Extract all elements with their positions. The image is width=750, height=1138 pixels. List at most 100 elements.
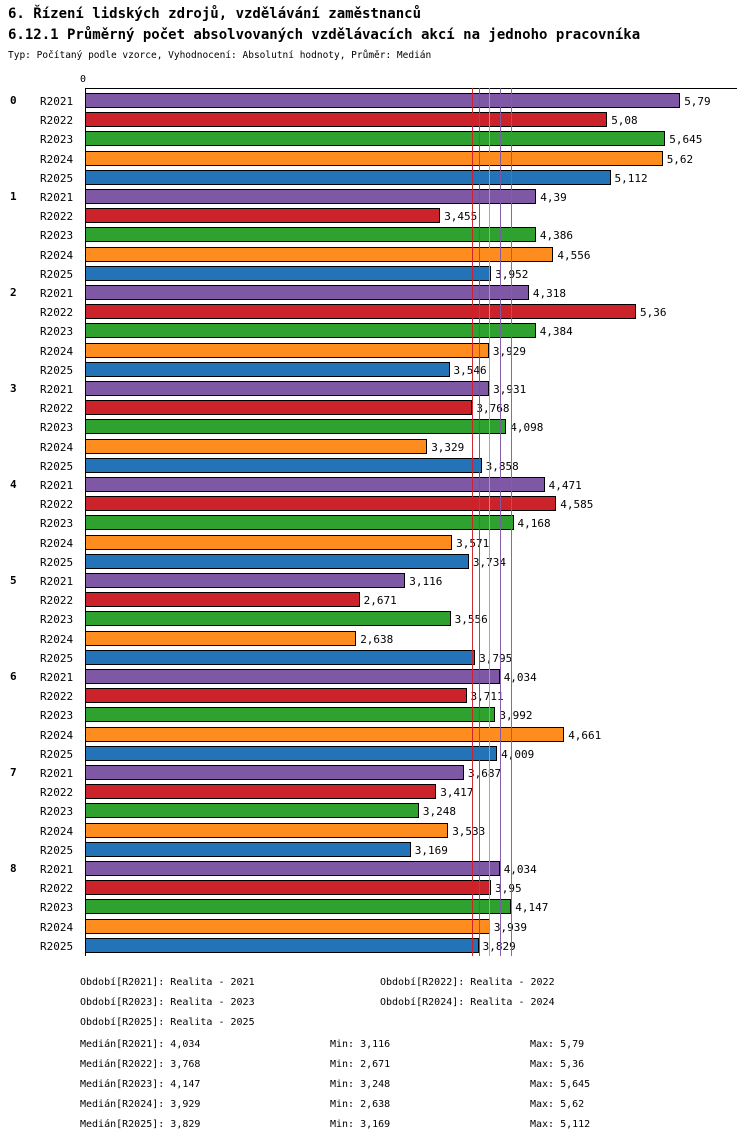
- bar-R2021-group-6: [85, 669, 500, 684]
- bar-R2025-group-0: [85, 169, 611, 185]
- row-label: R2021: [40, 863, 74, 876]
- group-label: 6: [10, 670, 17, 683]
- bar-R2023-group-2: [85, 323, 536, 339]
- row-label: R2024: [40, 536, 74, 550]
- row-label: R2024: [40, 824, 74, 838]
- bar-R2021-group-1: [85, 189, 537, 204]
- bar-R2021-group-0: [85, 93, 681, 108]
- row-label: R2022: [40, 210, 74, 224]
- bar-R2024-group-2: [85, 342, 489, 358]
- bar-value-label: 3,992: [499, 709, 533, 723]
- bar-value-label: 3,858: [485, 459, 519, 473]
- bar-R2025-group-4: [85, 553, 469, 569]
- footer-median-label: Medián[R2021]: 4,034: [80, 1039, 201, 1050]
- bar-R2023-group-1: [85, 227, 536, 243]
- bar-R2021-group-7: [85, 765, 464, 780]
- row-label: R2021: [40, 575, 74, 588]
- bar-value-label: 4,034: [503, 863, 537, 876]
- bar-chart-plot: 0 0 R2021 5,79 R2022 5,08 R2023 5,645 R2024 5,62…: [0, 74, 750, 956]
- bar-value-label: 4,098: [510, 421, 544, 435]
- footer-min-label: Min: 3,248: [330, 1079, 391, 1090]
- footer-min-label: Min: 3,116: [330, 1039, 391, 1050]
- footer-min-label: Min: 3,169: [330, 1119, 391, 1130]
- footer-period-label: Období[R2025]: Realita - 2025: [80, 1017, 255, 1028]
- bar-value-label: 3,929: [492, 344, 527, 358]
- bar-R2022-group-2: [85, 304, 636, 320]
- bar-value-label: 3,329: [431, 440, 465, 454]
- bar-R2024-group-1: [85, 246, 554, 262]
- group-label: 8: [10, 862, 17, 875]
- bar-R2023-group-5: [85, 611, 451, 627]
- footer-median-label: Medián[R2023]: 4,147: [80, 1079, 201, 1090]
- group-label: 7: [10, 766, 17, 779]
- footer-max-label: Max: 5,112: [530, 1119, 591, 1130]
- bar-value-label: 2,671: [363, 594, 397, 608]
- bar-R2024-group-0: [85, 150, 663, 166]
- footer-median-label: Medián[R2022]: 3,768: [80, 1059, 201, 1070]
- bar-value-label: 3,169: [414, 843, 448, 857]
- bar-R2021-group-2: [85, 285, 529, 300]
- row-label: R2023: [40, 133, 74, 147]
- bar-value-label: 3,417: [440, 786, 474, 800]
- bar-R2025-group-3: [85, 457, 482, 473]
- bar-R2021-group-4: [85, 477, 545, 492]
- bar-R2022-group-4: [85, 496, 557, 512]
- footer-period-label: Období[R2021]: Realita - 2021: [80, 977, 255, 988]
- row-label: R2021: [40, 383, 74, 396]
- row-label: R2025: [40, 267, 74, 281]
- row-label: R2023: [40, 517, 74, 531]
- footer-stats: Medián[R2021]: 4,034 Min: 3,116 Max: 5,79 M…: [80, 1038, 740, 1138]
- bar-R2025-group-8: [85, 937, 479, 953]
- bar-value-label: 4,471: [548, 479, 582, 492]
- bar-R2024-group-8: [85, 918, 490, 934]
- bar-R2025-group-1: [85, 265, 492, 281]
- bar-value-label: 3,768: [476, 402, 510, 416]
- row-label: R2023: [40, 229, 74, 243]
- page-title: 6. Řízení lidských zdrojů, vzdělávání za…: [8, 6, 422, 22]
- median-line-R2025: [478, 88, 480, 956]
- footer-min-label: Min: 2,638: [330, 1099, 391, 1110]
- chart-subtitle: Typ: Počítaný podle vzorce, Vyhodnocení:…: [8, 50, 432, 61]
- footer-median-label: Medián[R2025]: 3,829: [80, 1119, 201, 1130]
- bar-R2021-group-3: [85, 381, 490, 396]
- row-label: R2021: [40, 191, 74, 204]
- row-label: R2021: [40, 287, 74, 300]
- bar-R2025-group-2: [85, 361, 450, 377]
- bar-R2023-group-4: [85, 515, 514, 531]
- footer-period-label: Období[R2023]: Realita - 2023: [80, 997, 255, 1008]
- bar-value-label: 5,62: [666, 152, 694, 166]
- footer-period-label: Období[R2022]: Realita - 2022: [380, 977, 555, 988]
- row-label: R2023: [40, 709, 74, 723]
- bar-R2024-group-7: [85, 822, 449, 838]
- footer-max-label: Max: 5,79: [530, 1039, 585, 1050]
- bar-value-label: 4,661: [568, 728, 602, 742]
- axis-origin-label: 0: [80, 74, 87, 85]
- bar-R2023-group-3: [85, 419, 507, 435]
- row-label: R2022: [40, 114, 74, 128]
- bar-R2022-group-6: [85, 688, 467, 704]
- bar-value-label: 3,687: [468, 767, 502, 780]
- row-label: R2021: [40, 95, 74, 108]
- row-label: R2021: [40, 479, 74, 492]
- row-label: R2021: [40, 767, 74, 780]
- bar-R2024-group-5: [85, 630, 357, 646]
- group-label: 0: [10, 94, 17, 107]
- bar-value-label: 2,638: [360, 632, 394, 646]
- bar-value-label: 4,384: [539, 325, 573, 339]
- chart-footer: Období[R2021]: Realita - 2021 Období[R202…: [80, 976, 740, 1136]
- bar-value-label: 3,556: [454, 613, 488, 627]
- bar-value-label: 4,318: [532, 287, 567, 300]
- bar-value-label: 4,386: [539, 229, 574, 243]
- bar-value-label: 4,034: [503, 671, 537, 684]
- bar-R2022-group-3: [85, 400, 473, 416]
- row-label: R2025: [40, 363, 74, 377]
- footer-period-label: Období[R2024]: Realita - 2024: [380, 997, 555, 1008]
- bar-value-label: 5,79: [684, 95, 711, 108]
- bar-value-label: 3,533: [452, 824, 486, 838]
- row-label: R2022: [40, 786, 74, 800]
- group-label: 1: [10, 190, 17, 203]
- bar-value-label: 4,556: [557, 248, 591, 262]
- bar-value-label: 3,116: [409, 575, 443, 588]
- median-line-R2024: [488, 88, 490, 956]
- bar-value-label: 3,795: [479, 651, 513, 665]
